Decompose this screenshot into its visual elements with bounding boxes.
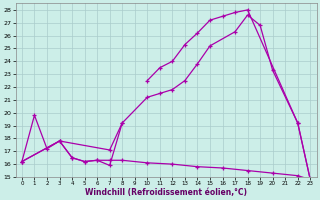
X-axis label: Windchill (Refroidissement éolien,°C): Windchill (Refroidissement éolien,°C)	[85, 188, 247, 197]
